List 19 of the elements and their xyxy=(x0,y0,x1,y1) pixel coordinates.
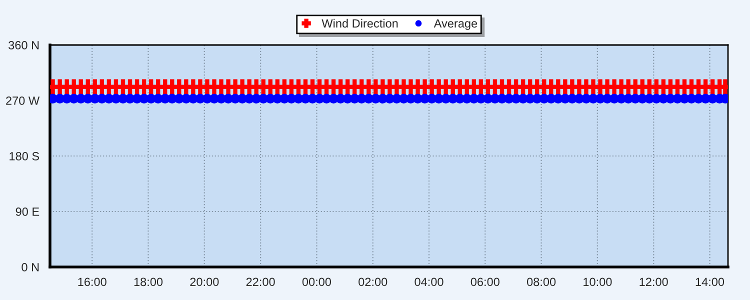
x-tick-label: 12:00 xyxy=(640,278,668,286)
y-tick-label: 0 N xyxy=(22,263,39,272)
legend-label: Wind Direction xyxy=(322,18,398,28)
y-tick-label: 180 S xyxy=(10,152,40,160)
y-tick-label: 360 N xyxy=(8,41,39,50)
x-tick-label: 16:00 xyxy=(78,278,106,286)
x-tick-label: 02:00 xyxy=(358,278,388,286)
x-tick-label: 06:00 xyxy=(470,278,500,286)
x-tick-label: 22:00 xyxy=(246,278,275,286)
y-tick-label: 270 W xyxy=(6,96,40,105)
x-tick-label: 08:00 xyxy=(526,278,556,286)
x-tick-label: 00:00 xyxy=(302,278,332,286)
x-tick-label: 18:00 xyxy=(134,278,163,286)
x-tick-label: 04:00 xyxy=(414,278,444,286)
legend-label: Average xyxy=(434,19,478,30)
x-tick-label: 10:00 xyxy=(584,278,612,286)
x-tick-label: 14:00 xyxy=(696,278,724,286)
y-tick-label: 90 E xyxy=(16,208,40,216)
x-tick-label: 20:00 xyxy=(190,278,219,286)
